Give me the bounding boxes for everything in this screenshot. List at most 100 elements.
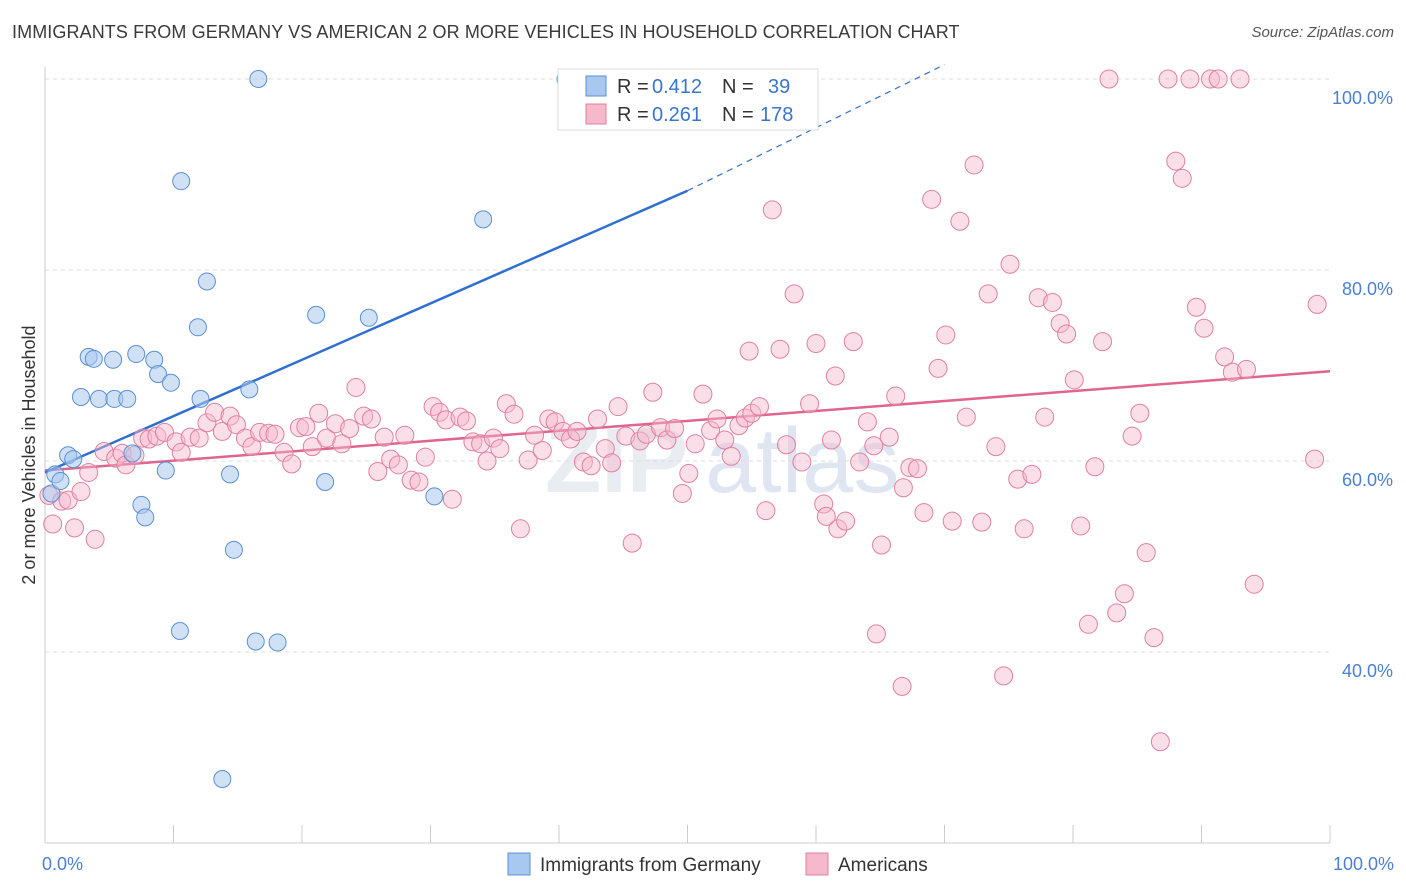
point-americans [1230, 69, 1250, 89]
point-americans [1130, 403, 1150, 423]
bottom-legend-swatch-germany [507, 852, 531, 876]
legend-swatch-germany [585, 75, 607, 97]
point-germany [249, 70, 268, 88]
point-americans [964, 155, 984, 175]
point-germany [316, 473, 335, 492]
point-americans [302, 437, 322, 457]
point-americans [972, 512, 992, 532]
point-germany [307, 305, 326, 324]
point-americans [1208, 69, 1228, 89]
point-americans [994, 666, 1014, 686]
point-americans [950, 211, 970, 231]
point-americans [525, 425, 545, 445]
point-americans [978, 284, 998, 304]
point-americans [814, 494, 834, 514]
point-americans [381, 449, 401, 469]
point-americans [922, 189, 942, 209]
point-americans [85, 529, 105, 549]
point-americans [65, 518, 85, 538]
point-americans [205, 402, 225, 422]
y-tick-labels: 40.0% 60.0% 80.0% 100.0% [1332, 88, 1393, 681]
point-americans [825, 366, 845, 386]
point-americans [1307, 294, 1327, 314]
point-americans [821, 430, 841, 450]
point-americans [1008, 469, 1028, 489]
point-americans [1166, 151, 1186, 171]
point-americans [879, 427, 899, 447]
point-americans [1144, 628, 1164, 648]
point-americans [1042, 292, 1062, 312]
point-americans [1122, 426, 1142, 446]
point-americans [672, 483, 692, 503]
point-americans [296, 417, 316, 437]
point-americans [309, 403, 329, 423]
y-tick-label-80: 80.0% [1342, 279, 1393, 299]
series-legend: Immigrants from Germany Americans [507, 852, 928, 876]
point-americans [567, 421, 587, 441]
point-americans [749, 397, 769, 417]
point-americans [1071, 516, 1091, 536]
point-americans [806, 334, 826, 354]
point-americans [368, 462, 388, 482]
point-americans [651, 418, 671, 438]
point-americans [636, 424, 656, 444]
point-americans [693, 384, 713, 404]
point-americans [850, 452, 870, 472]
trend-line-americans [44, 369, 1331, 472]
legend-n-label-1: N = [722, 76, 754, 98]
legend-r-label-1: R = [617, 76, 649, 98]
point-americans [1099, 69, 1119, 89]
point-americans [354, 406, 374, 426]
x-tick-labels: 0.0% 100.0% [42, 854, 1394, 874]
point-americans [456, 411, 476, 431]
point-germany [213, 770, 232, 789]
point-germany [136, 508, 155, 527]
point-americans [282, 454, 302, 474]
point-americans [707, 409, 727, 429]
point-americans [739, 341, 759, 361]
point-americans [942, 511, 962, 531]
point-americans [1150, 732, 1170, 752]
point-germany [359, 308, 378, 327]
point-americans [715, 430, 735, 450]
point-americans [864, 436, 884, 456]
point-americans [616, 426, 636, 446]
point-americans [1136, 543, 1156, 563]
point-americans [872, 535, 892, 555]
point-americans [226, 415, 246, 435]
bottom-legend-label-americans: Americans [838, 855, 928, 876]
point-americans [401, 470, 421, 490]
point-americans [442, 489, 462, 509]
point-americans [212, 421, 232, 441]
point-americans [1057, 324, 1077, 344]
point-americans [259, 423, 279, 443]
point-americans [43, 514, 63, 534]
point-americans [463, 432, 483, 452]
point-americans [657, 430, 677, 450]
point-americans [1093, 332, 1113, 352]
point-americans [429, 402, 449, 422]
point-americans [1107, 603, 1127, 623]
point-americans [71, 482, 91, 502]
point-americans [608, 397, 628, 417]
gridlines [45, 78, 1330, 653]
point-americans [532, 440, 552, 460]
point-americans [742, 403, 762, 423]
point-americans [409, 472, 429, 492]
point-americans [900, 458, 920, 478]
point-americans [265, 424, 285, 444]
point-americans [893, 478, 913, 498]
point-germany [123, 444, 142, 463]
point-americans [1215, 347, 1235, 367]
point-americans [1085, 457, 1105, 477]
point-americans [133, 428, 153, 448]
point-americans [729, 416, 749, 436]
point-americans [436, 410, 456, 430]
point-americans [1028, 288, 1048, 308]
point-americans [415, 447, 435, 467]
point-americans [792, 452, 812, 472]
point-americans [1236, 359, 1256, 379]
point-americans [800, 394, 820, 414]
y-tick-label-40: 40.0% [1342, 661, 1393, 681]
series-americans-points [39, 69, 1327, 752]
